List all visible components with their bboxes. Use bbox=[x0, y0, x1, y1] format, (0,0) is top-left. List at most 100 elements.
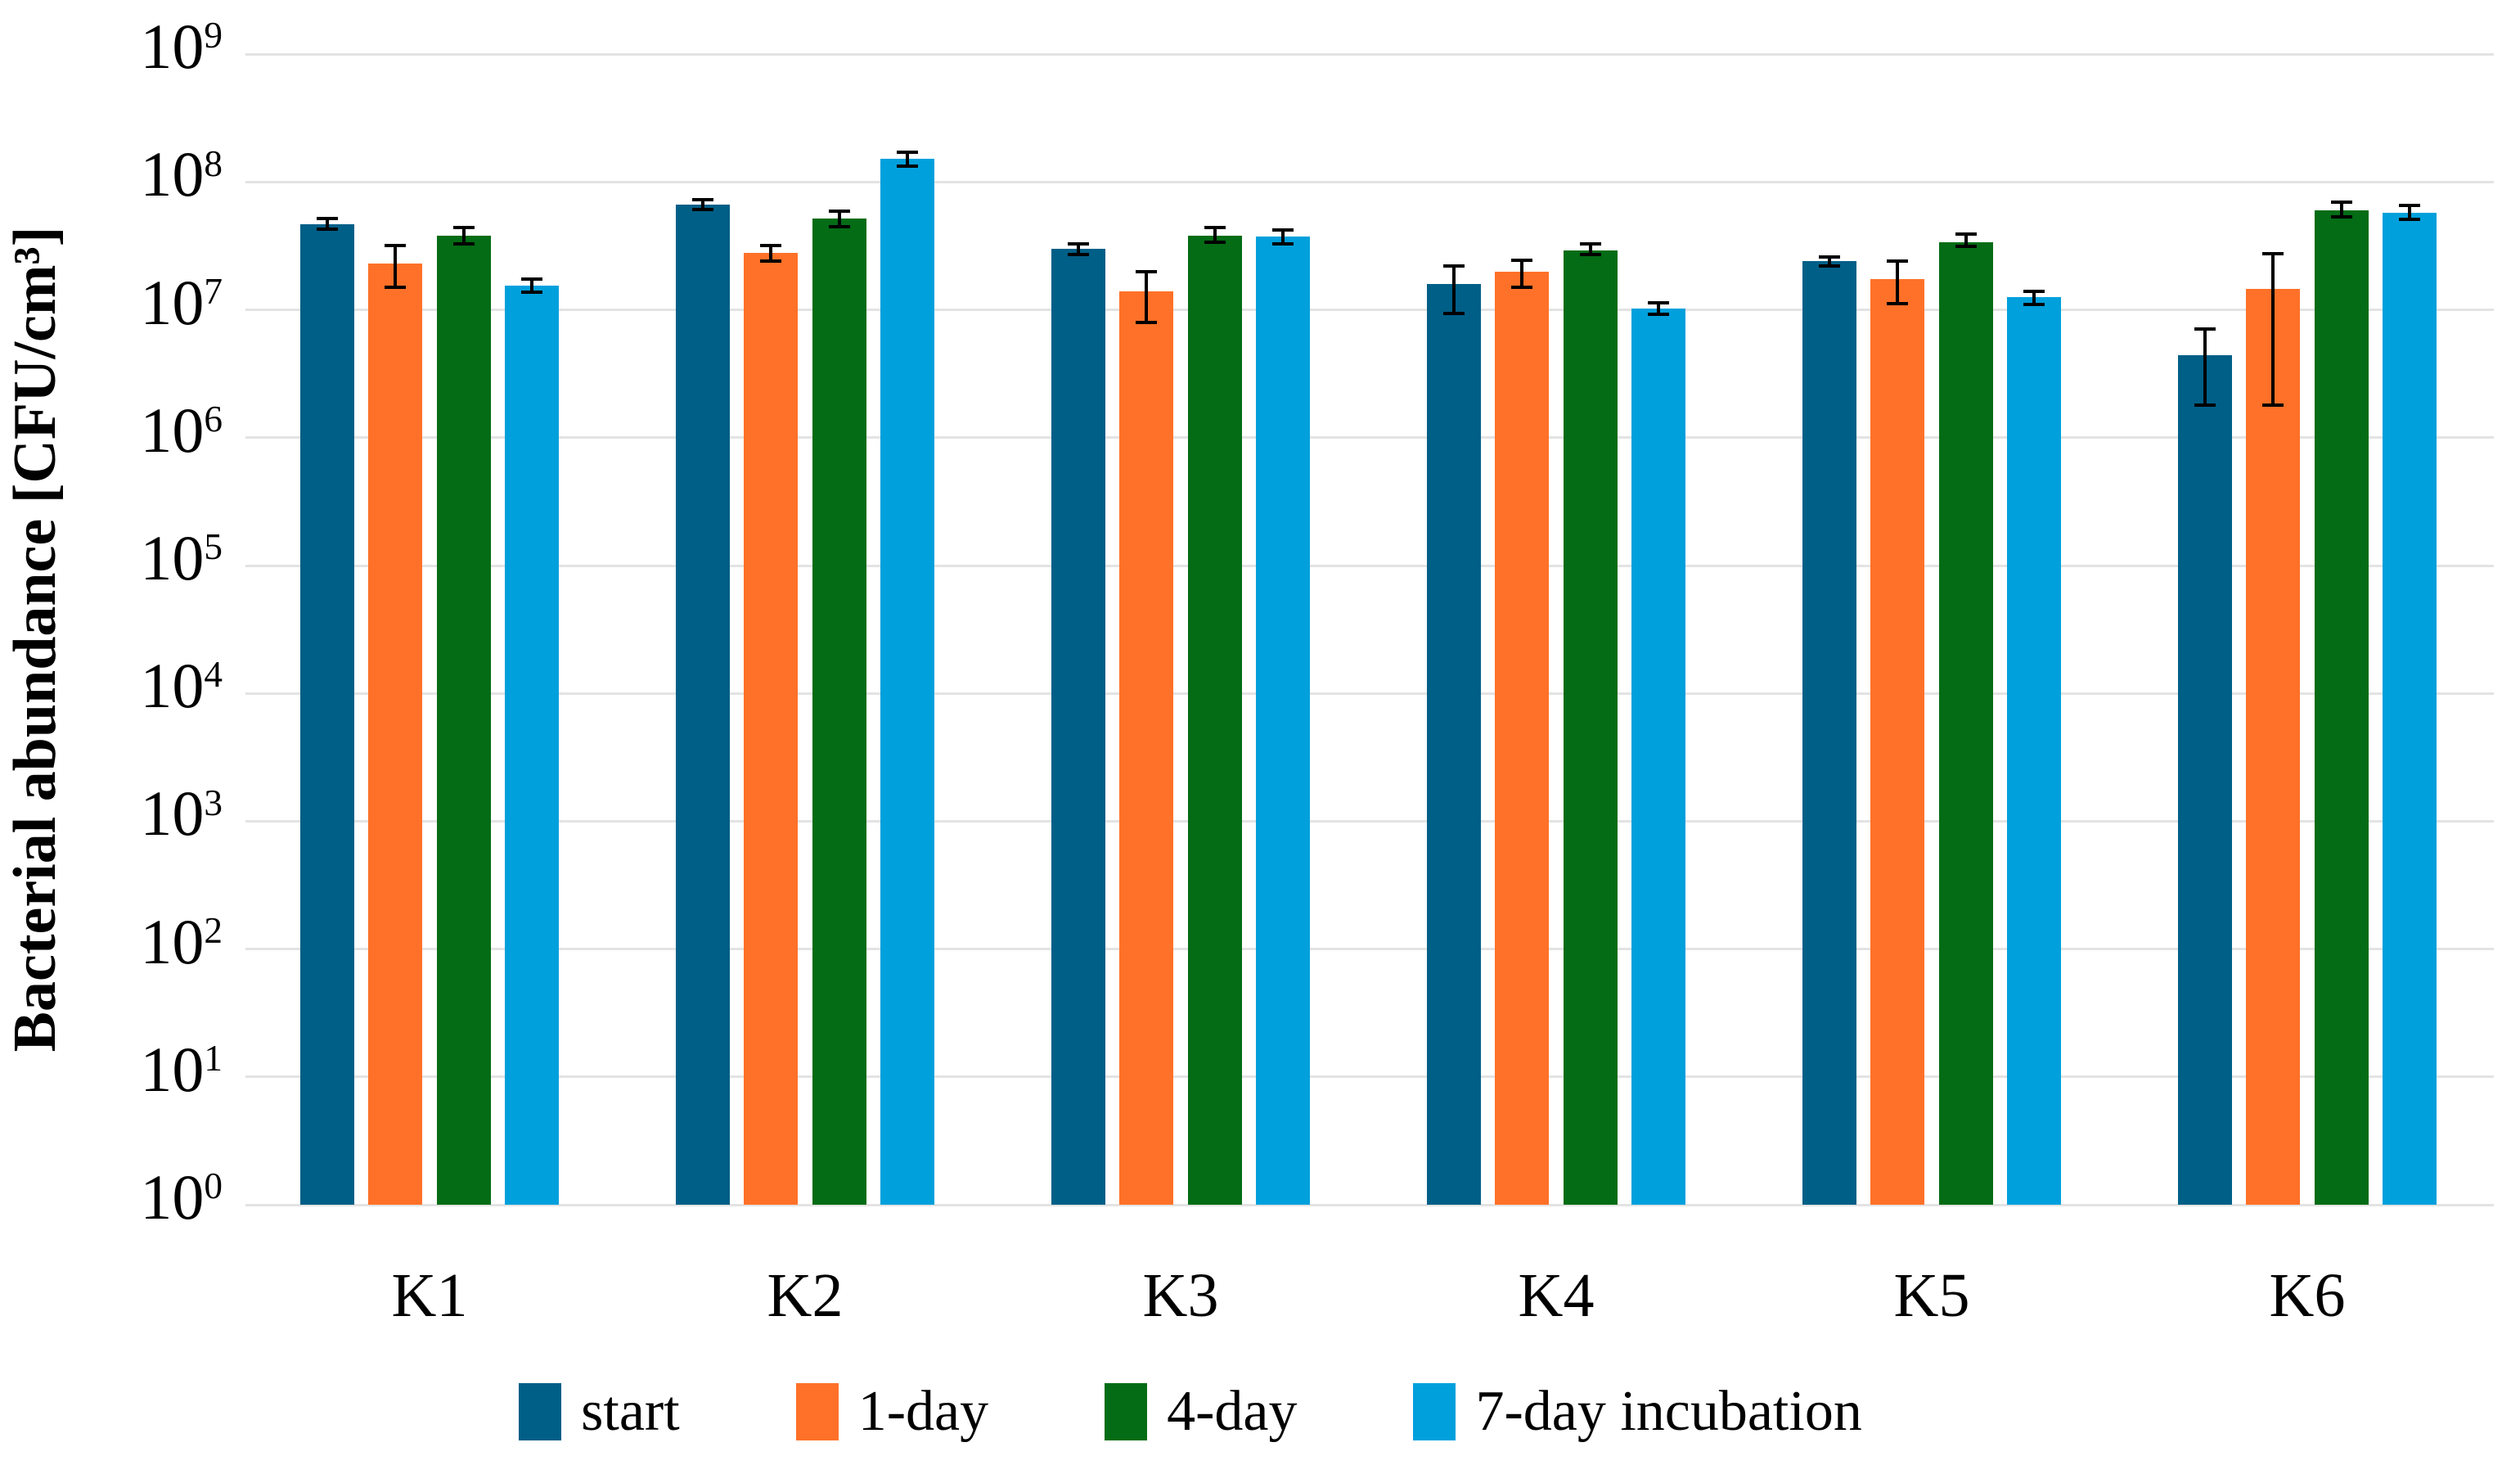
error-cap-hi-K5-start bbox=[1818, 255, 1840, 259]
bar-K3-start bbox=[1051, 249, 1105, 1205]
y-tick-label-10e9: 109 bbox=[140, 11, 223, 83]
bar-K6-7-day-incubation bbox=[2383, 212, 2437, 1205]
error-cap-hi-K2-7-day-incubation bbox=[897, 150, 919, 154]
y-tick-label-10e5: 105 bbox=[140, 522, 223, 593]
error-cap-hi-K3-start bbox=[1067, 241, 1089, 246]
error-cap-lo-K5-start bbox=[1818, 264, 1840, 268]
error-bar-K2-7-day-incubation bbox=[906, 151, 910, 166]
bar-K4-1-day bbox=[1495, 271, 1550, 1205]
error-cap-hi-K4-1-day bbox=[1511, 258, 1533, 262]
bar-K3-1-day bbox=[1119, 291, 1174, 1205]
error-cap-hi-K3-7-day-incubation bbox=[1272, 228, 1294, 232]
error-cap-lo-K6-7-day-incubation bbox=[2399, 218, 2421, 222]
y-tick-label-10e0: 100 bbox=[140, 1161, 223, 1233]
error-bar-K3-1-day bbox=[1145, 271, 1149, 322]
y-tick-label-10e8: 108 bbox=[140, 138, 223, 210]
error-cap-lo-K3-start bbox=[1067, 253, 1089, 257]
y-tick-label-10e7: 107 bbox=[140, 266, 223, 338]
legend-swatch-1-day bbox=[795, 1383, 839, 1440]
bar-K4-7-day-incubation bbox=[1631, 308, 1686, 1205]
legend-swatch-start bbox=[519, 1383, 562, 1440]
gridline-10e6 bbox=[245, 436, 2494, 440]
error-bar-K5-1-day bbox=[1896, 261, 1900, 304]
gridline-10e9 bbox=[245, 52, 2494, 56]
error-cap-lo-K3-1-day bbox=[1136, 320, 1158, 324]
gridline-10e0 bbox=[245, 1203, 2494, 1206]
error-cap-lo-K5-7-day-incubation bbox=[2023, 302, 2045, 306]
bar-K3-7-day-incubation bbox=[1256, 236, 1311, 1205]
error-bar-K4-1-day bbox=[1520, 259, 1524, 288]
error-bar-K1-1-day bbox=[394, 245, 398, 288]
bar-K5-start bbox=[1802, 261, 1856, 1205]
error-cap-lo-K5-4-day bbox=[1955, 244, 1977, 248]
y-tick-label-10e2: 102 bbox=[140, 905, 223, 977]
error-cap-hi-K4-start bbox=[1442, 264, 1465, 268]
x-axis-label-K3: K3 bbox=[1142, 1261, 1219, 1330]
legend-swatch-4-day bbox=[1105, 1383, 1148, 1440]
bar-K4-start bbox=[1426, 283, 1481, 1205]
bar-K1-start bbox=[299, 223, 354, 1205]
error-bar-K4-7-day-incubation bbox=[1657, 302, 1661, 314]
error-cap-lo-K4-4-day bbox=[1579, 253, 1601, 257]
error-cap-lo-K6-4-day bbox=[2330, 215, 2352, 219]
legend-swatch-7-day-incubation bbox=[1413, 1383, 1456, 1440]
error-cap-hi-K5-7-day-incubation bbox=[2023, 289, 2045, 293]
error-cap-hi-K6-1-day bbox=[2262, 251, 2284, 255]
legend-item-4-day: 4-day bbox=[1105, 1377, 1297, 1447]
error-bar-K1-7-day-incubation bbox=[530, 279, 534, 292]
x-axis-label-K6: K6 bbox=[2269, 1261, 2346, 1330]
error-cap-hi-K1-1-day bbox=[385, 243, 407, 247]
bar-K5-1-day bbox=[1870, 278, 1925, 1205]
gridline-10e1 bbox=[245, 1075, 2494, 1079]
y-tick-label-10e1: 101 bbox=[140, 1033, 223, 1105]
error-bar-K6-start bbox=[2203, 328, 2207, 405]
error-cap-lo-K5-1-day bbox=[1887, 301, 1909, 305]
error-cap-hi-K6-7-day-incubation bbox=[2399, 203, 2421, 207]
bar-K2-4-day bbox=[812, 218, 866, 1205]
error-cap-hi-K6-start bbox=[2194, 327, 2216, 331]
error-bar-K6-7-day-incubation bbox=[2408, 205, 2412, 220]
y-tick-label-10e3: 103 bbox=[140, 778, 223, 850]
bar-K3-4-day bbox=[1187, 236, 1242, 1205]
error-cap-lo-K2-start bbox=[691, 207, 713, 211]
x-axis-label-K1: K1 bbox=[391, 1261, 468, 1330]
error-bar-K5-7-day-incubation bbox=[2032, 291, 2036, 304]
bar-K6-1-day bbox=[2246, 289, 2301, 1205]
error-bar-K6-1-day bbox=[2271, 253, 2275, 405]
error-bar-K3-7-day-incubation bbox=[1281, 230, 1285, 244]
x-axis-label-K5: K5 bbox=[1893, 1261, 1970, 1330]
bar-K1-4-day bbox=[436, 236, 491, 1205]
error-cap-hi-K5-1-day bbox=[1887, 259, 1909, 264]
error-bar-K1-4-day bbox=[461, 228, 466, 244]
error-cap-lo-K2-1-day bbox=[760, 259, 782, 264]
error-bar-K5-start bbox=[1827, 256, 1831, 267]
legend: start 1-day 4-day 7-day incubation bbox=[0, 1377, 2381, 1447]
gridline-10e2 bbox=[245, 948, 2494, 951]
bar-K5-4-day bbox=[1938, 241, 1993, 1205]
error-cap-lo-K1-1-day bbox=[385, 286, 407, 290]
error-bar-K2-1-day bbox=[769, 245, 773, 262]
gridline-10e7 bbox=[245, 309, 2494, 312]
error-cap-hi-K2-start bbox=[691, 197, 713, 201]
legend-item-start: start bbox=[519, 1377, 680, 1447]
error-cap-lo-K6-1-day bbox=[2262, 403, 2284, 407]
error-cap-lo-K1-start bbox=[316, 227, 338, 231]
error-cap-lo-K6-start bbox=[2194, 403, 2216, 407]
legend-label-start: start bbox=[581, 1380, 680, 1443]
bar-K4-4-day bbox=[1563, 250, 1618, 1205]
x-axis-label-K2: K2 bbox=[767, 1261, 844, 1330]
error-cap-lo-K1-7-day-incubation bbox=[521, 290, 543, 294]
legend-label-7-day-incubation: 7-day incubation bbox=[1475, 1380, 1862, 1443]
legend-item-7-day-incubation: 7-day incubation bbox=[1413, 1377, 1862, 1447]
gridline-10e5 bbox=[245, 564, 2494, 567]
y-tick-label-10e4: 104 bbox=[140, 650, 223, 722]
error-bar-K3-4-day bbox=[1213, 228, 1217, 242]
error-cap-hi-K1-start bbox=[316, 216, 338, 220]
bar-K1-7-day-incubation bbox=[505, 285, 560, 1205]
bar-K5-7-day-incubation bbox=[2007, 297, 2062, 1205]
error-cap-hi-K1-7-day-incubation bbox=[521, 277, 543, 282]
error-cap-lo-K2-7-day-incubation bbox=[897, 164, 919, 168]
legend-label-4-day: 4-day bbox=[1167, 1380, 1298, 1443]
